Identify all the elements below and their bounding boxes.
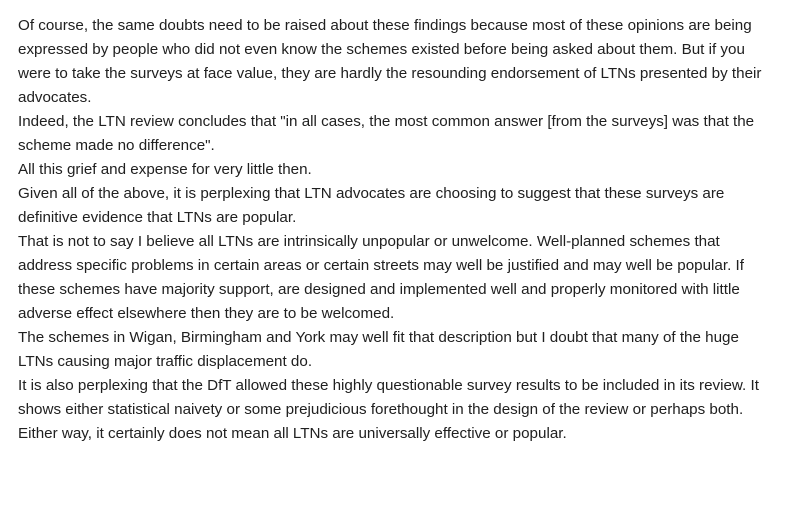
paragraph: It is also perplexing that the DfT allow…: [18, 374, 776, 446]
paragraph: Given all of the above, it is perplexing…: [18, 182, 776, 230]
paragraph: Of course, the same doubts need to be ra…: [18, 14, 776, 110]
paragraph: Indeed, the LTN review concludes that "i…: [18, 110, 776, 158]
paragraph: The schemes in Wigan, Birmingham and Yor…: [18, 326, 776, 374]
document-body: Of course, the same doubts need to be ra…: [18, 14, 776, 446]
paragraph: That is not to say I believe all LTNs ar…: [18, 230, 776, 326]
paragraph: All this grief and expense for very litt…: [18, 158, 776, 182]
